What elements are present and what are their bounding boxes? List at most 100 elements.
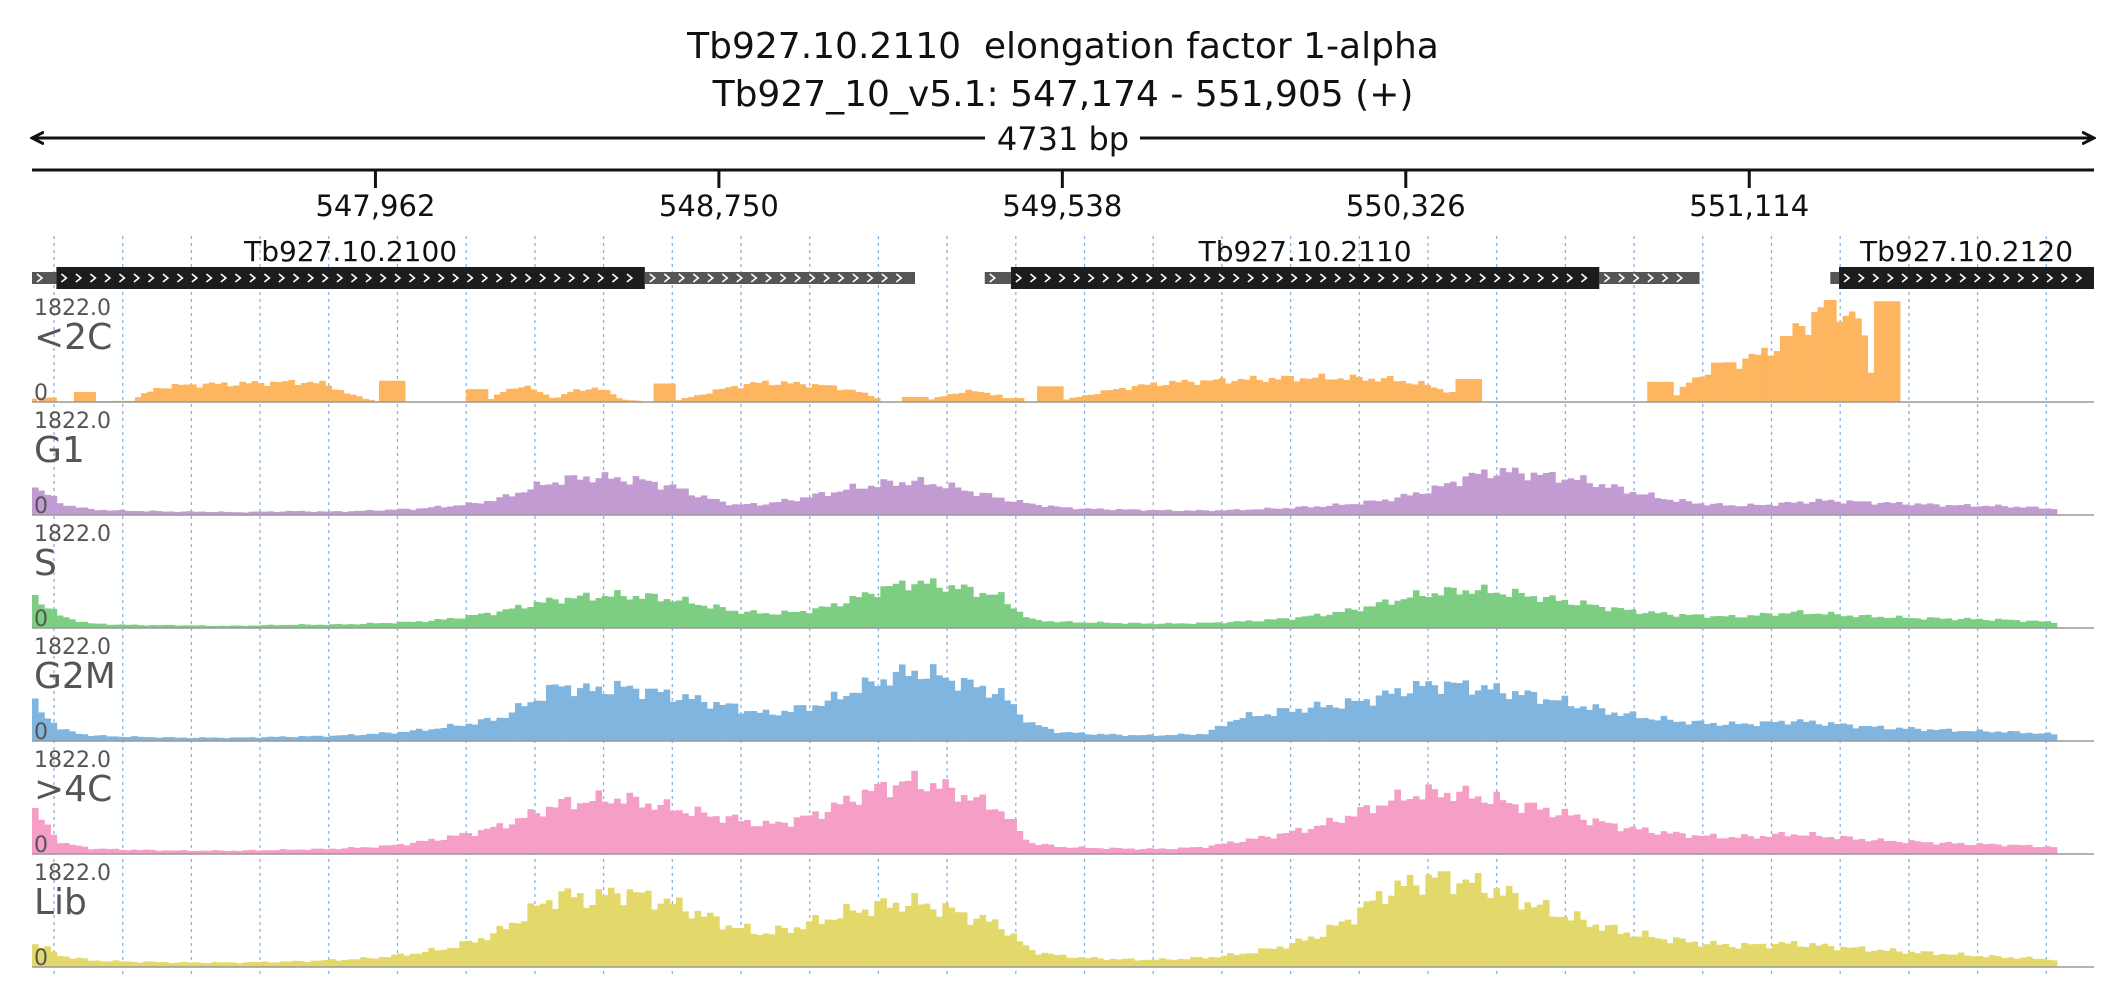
track-4-bar-74 <box>490 826 497 854</box>
track-2-bar-52 <box>354 624 361 628</box>
track-4-bar-101 <box>657 805 665 854</box>
track-3-bar-285 <box>1796 719 1804 741</box>
track-0-bar-62 <box>487 399 495 402</box>
track-3-bar-31 <box>223 738 231 741</box>
track-0-bar-71 <box>542 394 550 402</box>
track-4-bar-97 <box>632 796 640 854</box>
track-4-bar-231 <box>1462 785 1470 854</box>
track-1-bar-104 <box>676 488 683 515</box>
track-1-bar-118 <box>762 504 770 515</box>
track-3-bar-99 <box>645 688 652 741</box>
track-1-bar-85 <box>558 484 565 515</box>
track-4-bar-22 <box>168 850 175 854</box>
track-5-bar-135 <box>867 915 875 967</box>
track-0-bar-112 <box>805 387 813 402</box>
track-2-bar-245 <box>1549 595 1556 628</box>
track-2-bar-275 <box>1734 617 1742 628</box>
track-5-bar-55 <box>372 958 380 967</box>
track-5-bar-72 <box>477 938 485 967</box>
track-1-bar-111 <box>719 501 726 515</box>
track-2-bar-17 <box>137 625 144 628</box>
track-4-bar-84 <box>552 807 559 854</box>
track-2-bar-130 <box>837 606 844 628</box>
track-5-bar-6 <box>69 958 76 967</box>
track-4-bar-178 <box>1134 849 1141 854</box>
track-1-bar-298 <box>1877 502 1884 515</box>
track-2-bar-70 <box>465 615 473 628</box>
track-0-bar-74 <box>561 394 568 402</box>
track-5-bar-74 <box>490 933 497 967</box>
track-4-bar-19 <box>149 849 157 854</box>
track-1-bar-130 <box>837 491 844 515</box>
track-3-bar-145 <box>929 664 937 741</box>
track-0-bar-158 <box>1125 389 1133 402</box>
track-5-bar-269 <box>1697 946 1705 967</box>
track-2-bar-208 <box>1320 616 1327 628</box>
track-2-bar-21 <box>162 624 169 628</box>
track-1-bar-294 <box>1852 501 1860 515</box>
track-2-bar-254 <box>1604 611 1612 628</box>
track-5-bar-198 <box>1258 948 1265 967</box>
track-2-bar-219 <box>1388 604 1395 628</box>
track-1-bar-192 <box>1220 510 1228 515</box>
track-4-bar-202 <box>1282 833 1290 854</box>
track-1-bar-231 <box>1462 476 1470 515</box>
track-2-bar-15 <box>124 624 132 628</box>
track-4-bar-257 <box>1623 828 1631 854</box>
track-2-bar-12 <box>106 624 113 628</box>
track-3-bar-8 <box>81 734 89 741</box>
track-0-bar-64 <box>500 392 507 402</box>
track-5-bar-124 <box>799 929 807 967</box>
track-5-bar-118 <box>762 933 770 967</box>
track-3-bar-97 <box>632 688 640 741</box>
track-4-bar-56 <box>378 845 386 854</box>
track-0-bar-180 <box>1262 381 1270 402</box>
track-1-bar-241 <box>1524 480 1531 515</box>
track-3-bar-12 <box>106 736 113 741</box>
track-5-bar-182 <box>1159 958 1166 967</box>
track-5-bar-247 <box>1561 916 1569 967</box>
track-0-bar-82 <box>609 394 617 402</box>
track-1-bar-18 <box>143 511 151 515</box>
track-5-bar-173 <box>1103 959 1110 967</box>
track-2-bar-117 <box>756 613 764 628</box>
track-5-bar-30 <box>217 962 225 967</box>
track-1-bar-180 <box>1146 510 1154 515</box>
track-3-bar-74 <box>490 720 497 741</box>
track-5-bar-235 <box>1487 897 1494 967</box>
track-5-bar-223 <box>1412 885 1420 967</box>
track-3-bar-284 <box>1790 721 1798 741</box>
track-5-bar-100 <box>651 909 658 967</box>
track-0-bar-204 <box>1411 384 1419 402</box>
track-4-bar-182 <box>1159 848 1166 854</box>
track-1-bar-283 <box>1784 501 1792 515</box>
track-5-bar-144 <box>923 903 931 967</box>
track-2-bar-137 <box>880 586 887 628</box>
track-3-bar-68 <box>453 725 460 741</box>
track-5-bar-153 <box>979 914 987 967</box>
track-1-bar-75 <box>496 497 504 515</box>
track-2-bar-126 <box>812 608 819 628</box>
track-5-bar-86 <box>564 888 572 967</box>
track-1-bar-312 <box>1964 504 1971 515</box>
track-2-bar-324 <box>2038 621 2045 628</box>
track-4-bar-39 <box>273 850 281 854</box>
track-2-bar-138 <box>886 586 894 628</box>
track-3-bar-22 <box>168 737 175 741</box>
track-1-bar-203 <box>1289 508 1296 515</box>
track-3-bar-5 <box>62 729 70 741</box>
track-4-bar-261 <box>1648 832 1655 854</box>
track-2-bar-201 <box>1276 618 1284 628</box>
track-0-bar-145 <box>1043 386 1051 402</box>
track-0-bar-116 <box>830 385 838 402</box>
track-1-bar-108 <box>700 495 708 515</box>
track-0-bar-176 <box>1237 378 1245 402</box>
track-1-bar-193 <box>1227 509 1234 515</box>
track-5-bar-136 <box>874 901 881 967</box>
track-2-bar-252 <box>1592 604 1600 628</box>
track-5-bar-46 <box>316 960 324 967</box>
track-4-bar-29 <box>211 850 219 854</box>
track-2-bar-158 <box>1010 608 1018 628</box>
track-5-bar-250 <box>1580 919 1587 967</box>
